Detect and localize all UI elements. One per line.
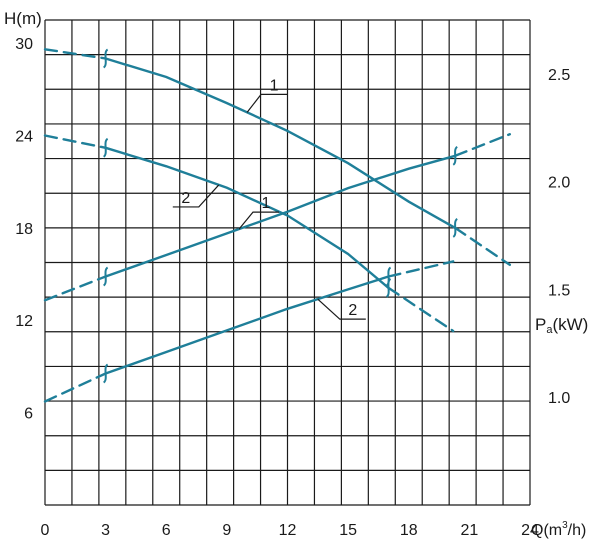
- power-curve-2: [104, 275, 390, 375]
- head-curve-1-dashed-right: [454, 226, 511, 266]
- power-tick-label: 1.0: [548, 390, 570, 407]
- power-leader-1: [238, 211, 279, 230]
- head-operating-limit-mark: [452, 218, 458, 238]
- head-tick-label: 18: [15, 221, 33, 238]
- head-operating-limit-mark: [102, 137, 109, 158]
- power-curve-1-dashed-left: [43, 275, 107, 302]
- x-tick-label: 0: [41, 522, 50, 539]
- power-curve-2-dashed-right: [387, 260, 455, 278]
- head-series-label-1: 1: [270, 77, 279, 94]
- head-leader-1: [246, 93, 288, 113]
- grid: [44, 19, 531, 506]
- head-curve-2: [104, 146, 390, 290]
- head-tick-label: 30: [15, 36, 33, 53]
- head-axis-label: H(m): [4, 9, 42, 28]
- x-tick-label: 18: [400, 522, 418, 539]
- power-tick-label: 1.5: [548, 282, 570, 299]
- head-curve-1-dashed-left: [43, 48, 107, 60]
- power-series-label-1: 1: [262, 195, 271, 212]
- head-operating-limit-mark: [102, 48, 109, 69]
- head-tick-label: 24: [15, 128, 33, 145]
- x-tick-label: 24: [521, 522, 539, 539]
- power-operating-limit-mark: [102, 363, 109, 384]
- power-operating-limit-mark: [102, 266, 109, 287]
- x-tick-label: 15: [339, 522, 357, 539]
- power-tick-label: 2.0: [548, 175, 570, 192]
- power-tick-label: 2.5: [548, 67, 570, 84]
- head-tick-label: 6: [24, 406, 33, 423]
- power-curve-1-dashed-right: [454, 133, 511, 157]
- x-tick-label: 21: [460, 522, 478, 539]
- head-leader-2: [172, 184, 220, 208]
- power-curve-2-dashed-left: [43, 372, 107, 403]
- x-tick-label: 9: [222, 522, 231, 539]
- head-series-label-2: 2: [181, 190, 190, 207]
- power-curve-1: [104, 154, 457, 278]
- curves: [43, 48, 511, 403]
- head-curve-1: [104, 57, 457, 230]
- power-leader-2: [317, 298, 366, 320]
- flow-axis-label: Q(m3/h): [531, 520, 586, 539]
- labels: H(m) Pa(kW) Q(m3/h) 0 3 6 9 12 15 18 21 24302418…: [4, 9, 588, 539]
- head-tick-label: 12: [15, 313, 33, 330]
- head-operating-limit-mark: [385, 278, 392, 298]
- x-tick-label: 3: [101, 522, 110, 539]
- x-tick-label: 12: [279, 522, 297, 539]
- power-series-label-2: 2: [348, 302, 357, 319]
- head-curve-2-dashed-left: [43, 134, 107, 149]
- power-operating-limit-mark: [452, 145, 458, 166]
- power-operating-limit-mark: [385, 266, 392, 287]
- power-axis-label: Pa(kW): [535, 315, 588, 336]
- x-tick-label: 6: [162, 522, 171, 539]
- head-curve-2-dashed-right: [387, 286, 455, 333]
